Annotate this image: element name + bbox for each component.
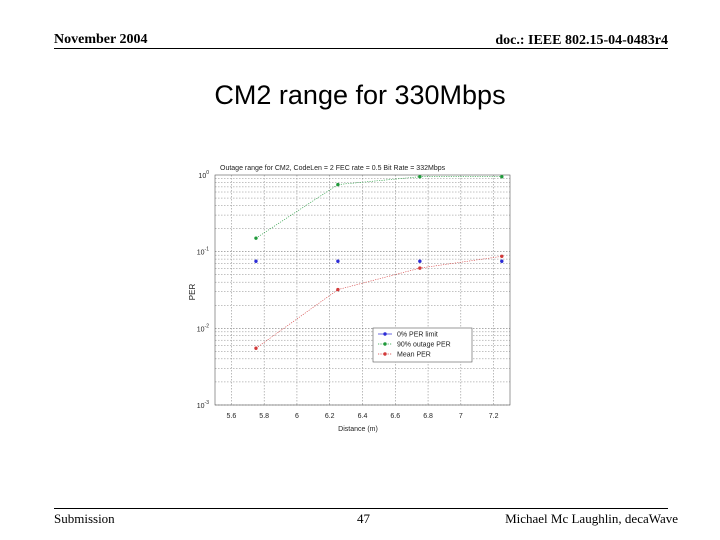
y-tick-label: 100 [198,170,209,180]
x-tick-label: 6.8 [423,413,433,420]
data-point-2 [500,254,504,259]
legend-label: 0% PER limit [397,332,438,339]
data-point-0 [418,259,422,263]
legend-label: 90% outage PER [397,342,451,349]
plot-frame [214,174,511,406]
data-point-2 [254,346,258,350]
legend-marker [383,342,387,346]
data-point-0 [500,259,504,263]
x-tick-label: 5.6 [227,413,237,420]
header-date: November 2004 [54,32,148,47]
x-tick-labels: 5.6 5.8 6 6.2 6.4 6.6 6.8 7 7.2 [227,413,499,420]
x-axis-label: Distance (m) [338,426,378,433]
chart-points [254,175,504,350]
chart-grid [215,175,510,406]
chart-legend: 0% PER limit 90% outage PER Mean PER [372,327,473,363]
data-point-2 [336,287,340,292]
x-tick-label: 6 [295,413,299,420]
slide-title: CM2 range for 330Mbps [214,80,506,110]
chart-lines [255,176,502,349]
x-tick-label: 7 [459,413,463,420]
footer-submission: Submission [54,511,115,526]
x-tick-label: 5.8 [259,413,269,420]
y-tick-label: 10-1 [197,247,209,257]
data-point-1 [418,175,422,179]
header-doc-id: doc.: IEEE 802.15-04-0483r4 [495,33,668,48]
data-point-0 [254,259,258,263]
y-axis-label: PER [188,284,197,301]
data-point-1 [254,236,258,240]
y-tick-label: 10-2 [197,323,209,333]
data-point-1 [500,175,504,179]
chart-title: Outage range for CM2, CodeLen = 2 FEC ra… [220,165,446,172]
x-tick-label: 7.2 [489,413,499,420]
series-line-1 [255,176,502,239]
footer-author: Michael Mc Laughlin, decaWave [505,511,678,526]
y-tick-label: 10-3 [197,400,209,410]
y-tick-labels: 100 10-1 10-2 10-3 [197,170,209,410]
x-tick-label: 6.6 [390,413,400,420]
data-point-2 [418,266,422,270]
footer-page-number: 47 [357,511,370,526]
x-tick-label: 6.2 [325,413,335,420]
legend-marker [383,352,387,356]
header-rule [54,48,668,49]
x-tick-label: 6.4 [358,413,368,420]
data-point-1 [336,182,340,187]
data-point-0 [336,259,340,263]
legend-label: Mean PER [397,352,431,359]
footer-rule [54,508,668,509]
legend-marker [383,332,387,336]
